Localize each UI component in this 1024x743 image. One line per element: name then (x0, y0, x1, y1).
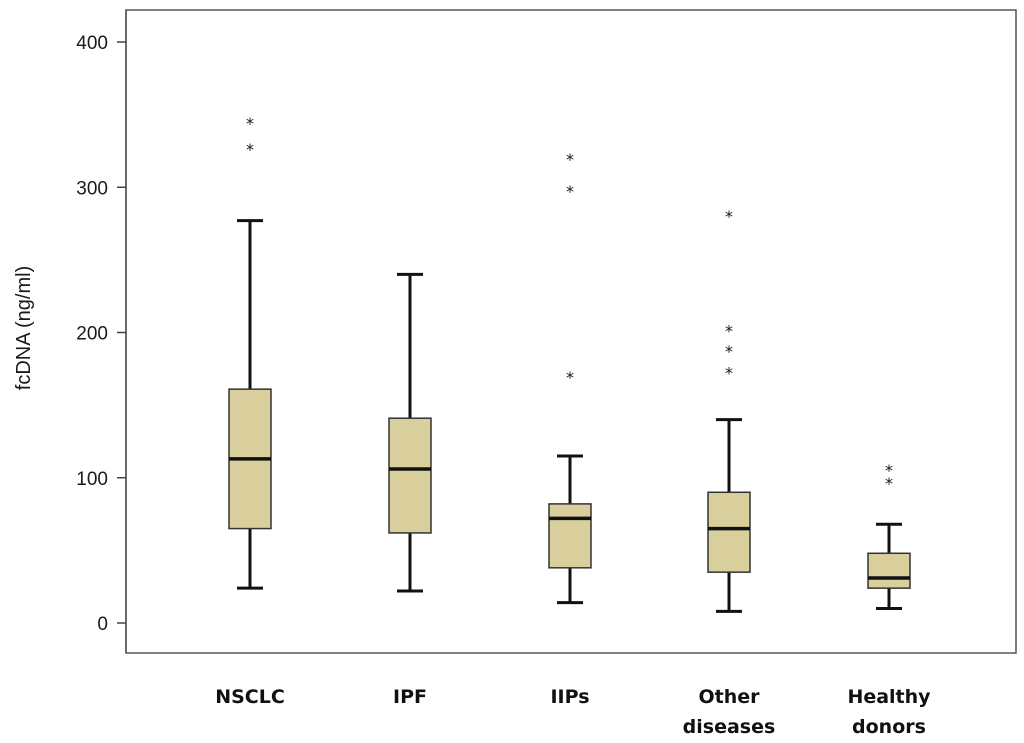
box-group: *********** (228, 114, 911, 613)
x-category-label: Healthy (847, 686, 931, 708)
y-tick-label: 200 (76, 324, 108, 345)
x-category-label: NSCLC (215, 686, 285, 708)
y-tick-label: 100 (76, 469, 108, 490)
outlier-point: * (725, 207, 733, 226)
x-category-label: diseases (683, 716, 776, 738)
x-category-label: IPF (393, 686, 427, 708)
outlier-point: * (725, 322, 733, 341)
box-ipf (388, 272, 432, 593)
outlier-point: * (885, 474, 893, 493)
x-category-label: Other (698, 686, 760, 708)
outlier-point: * (566, 368, 574, 387)
iqr-box (388, 417, 432, 534)
outlier-point: * (885, 461, 893, 480)
outlier-point: * (246, 140, 254, 159)
outlier-point: * (566, 150, 574, 169)
iqr-box (548, 503, 592, 569)
iqr-box (707, 491, 751, 573)
outlier-point: * (566, 182, 574, 201)
y-axis-label: fcDNA (ng/ml) (13, 266, 35, 390)
x-category-label: donors (852, 716, 926, 738)
iqr-box (867, 552, 911, 589)
box-other-diseases: **** (707, 207, 751, 613)
y-tick-label: 300 (76, 178, 108, 199)
outlier-point: * (725, 364, 733, 383)
outlier-point: * (725, 342, 733, 361)
x-category-label: IIPs (550, 686, 589, 708)
box-iips: * * * (548, 150, 592, 605)
y-axis: 0 100 200 300 400 (76, 10, 127, 653)
x-axis-labels: NSCLC IPF IIPs Other diseases Healthy donors (215, 686, 931, 738)
y-tick-label: 400 (76, 33, 108, 54)
box-healthy-donors: ** (867, 461, 911, 610)
box-nsclc: ** (228, 114, 272, 590)
y-tick-label: 0 (97, 614, 108, 635)
outlier-point: * (246, 114, 254, 133)
